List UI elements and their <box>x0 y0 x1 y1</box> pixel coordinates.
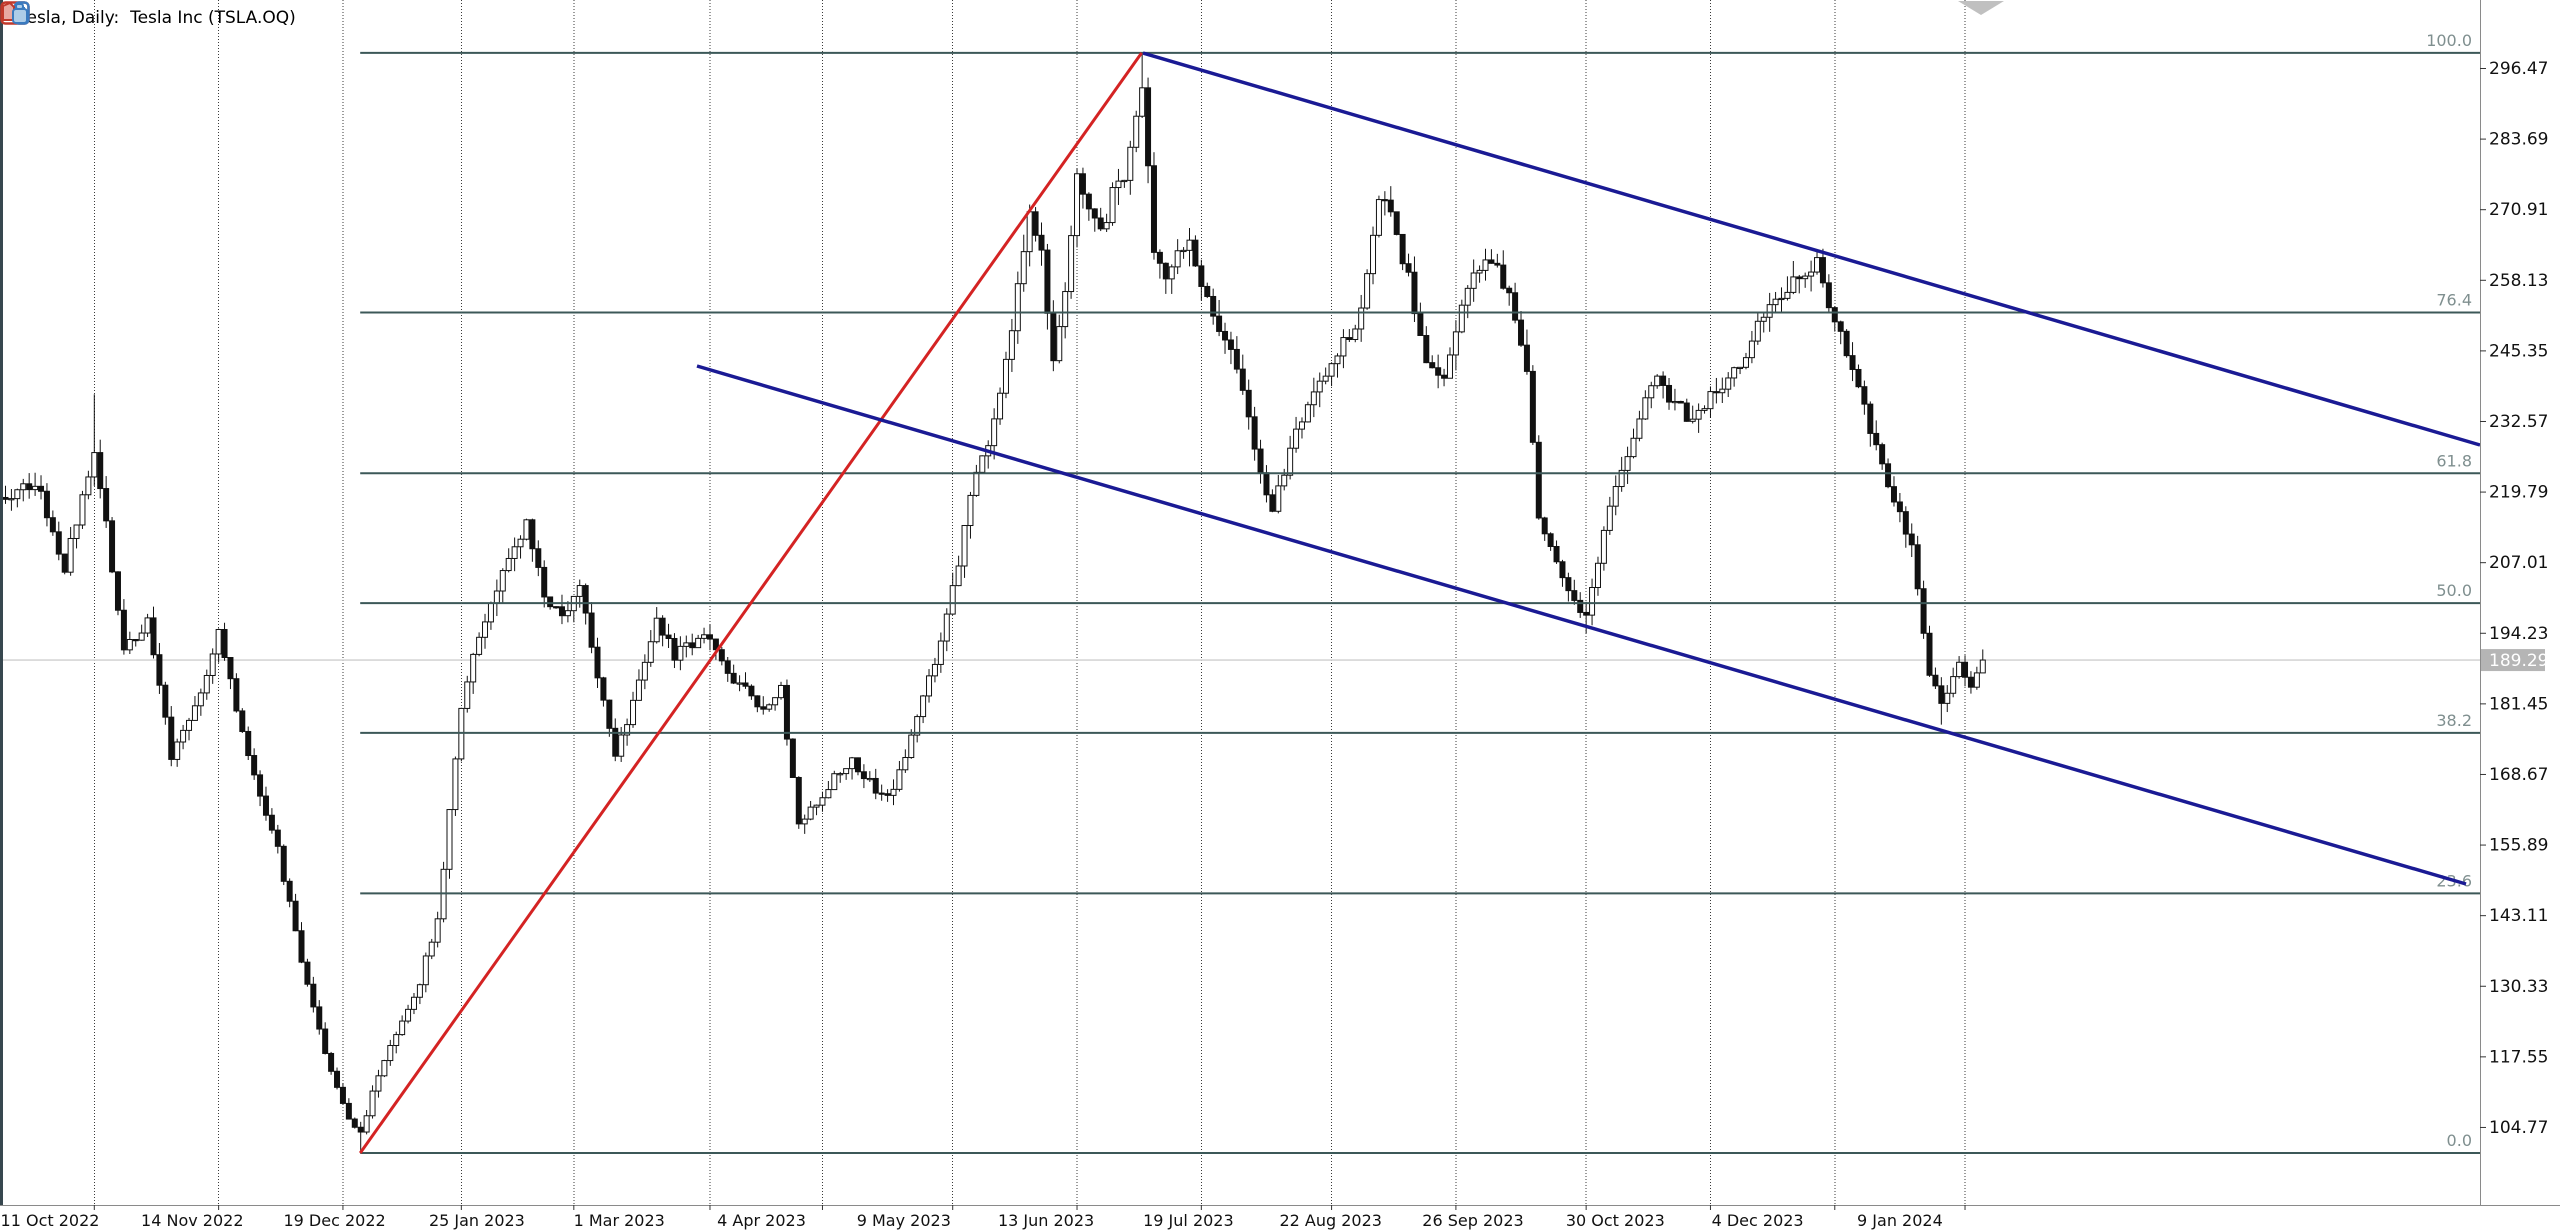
svg-text:19 Jul 2023: 19 Jul 2023 <box>1143 1211 1234 1230</box>
svg-text:25 Jan 2023: 25 Jan 2023 <box>429 1211 525 1230</box>
svg-text:194.23: 194.23 <box>2489 624 2548 644</box>
svg-text:1 Mar 2023: 1 Mar 2023 <box>574 1211 665 1230</box>
svg-text:283.69: 283.69 <box>2489 130 2548 150</box>
svg-text:61.8: 61.8 <box>2436 451 2472 470</box>
svg-text:155.89: 155.89 <box>2489 836 2548 856</box>
svg-text:26 Sep 2023: 26 Sep 2023 <box>1422 1211 1523 1230</box>
svg-text:9 May 2023: 9 May 2023 <box>857 1211 951 1230</box>
svg-text:219.79: 219.79 <box>2489 483 2548 503</box>
svg-text:207.01: 207.01 <box>2489 553 2548 573</box>
current-price-badge: 189.29 <box>2481 649 2548 672</box>
svg-text:14 Nov 2022: 14 Nov 2022 <box>141 1211 243 1230</box>
svg-text:270.91: 270.91 <box>2489 200 2548 220</box>
svg-text:9 Jan 2024: 9 Jan 2024 <box>1857 1211 1943 1230</box>
svg-text:143.11: 143.11 <box>2489 906 2548 926</box>
svg-text:11 Oct 2022: 11 Oct 2022 <box>1 1211 100 1230</box>
svg-text:13 Jun 2023: 13 Jun 2023 <box>998 1211 1094 1230</box>
svg-text:189.29: 189.29 <box>2489 651 2548 671</box>
svg-text:76.4: 76.4 <box>2436 291 2472 310</box>
svg-text:38.2: 38.2 <box>2436 711 2472 730</box>
svg-text:130.33: 130.33 <box>2489 977 2548 997</box>
svg-text:19 Dec 2022: 19 Dec 2022 <box>283 1211 385 1230</box>
svg-text:30 Oct 2023: 30 Oct 2023 <box>1566 1211 1665 1230</box>
svg-text:117.55: 117.55 <box>2489 1047 2548 1067</box>
svg-text:232.57: 232.57 <box>2489 412 2548 432</box>
red-impulse-trendline[interactable] <box>358 52 1143 1154</box>
svg-text:4 Apr 2023: 4 Apr 2023 <box>717 1211 806 1230</box>
svg-text:181.45: 181.45 <box>2489 694 2548 714</box>
chart-title: Tesla, Daily: Tesla Inc (TSLA.OQ) <box>19 8 296 28</box>
candles-layer <box>2 52 1986 1154</box>
chart-border <box>0 0 3 1205</box>
blue-descending-channel[interactable] <box>696 51 2481 886</box>
svg-text:22 Aug 2023: 22 Aug 2023 <box>1279 1211 1382 1230</box>
svg-text:258.13: 258.13 <box>2489 271 2548 291</box>
svg-text:245.35: 245.35 <box>2489 341 2548 361</box>
svg-text:0.0: 0.0 <box>2447 1131 2472 1150</box>
price-axis[interactable]: 296.47 283.69 270.91 258.13 245.35 232.57 219.… <box>2480 0 2560 1205</box>
svg-text:50.0: 50.0 <box>2436 581 2472 600</box>
scroll-marker-icon[interactable] <box>1958 1 2004 15</box>
chart-titlebar: Tesla, Daily: Tesla Inc (TSLA.OQ) <box>0 0 296 36</box>
svg-text:104.77: 104.77 <box>2489 1118 2548 1138</box>
time-axis[interactable]: 11 Oct 2022 14 Nov 2022 19 Dec 2022 25 Jan … <box>0 1205 2560 1231</box>
chart-windows-icon[interactable] <box>0 0 30 26</box>
svg-text:168.67: 168.67 <box>2489 765 2548 785</box>
svg-text:4 Dec 2023: 4 Dec 2023 <box>1712 1211 1804 1230</box>
svg-text:100.0: 100.0 <box>2426 31 2472 50</box>
svg-text:296.47: 296.47 <box>2489 59 2548 79</box>
